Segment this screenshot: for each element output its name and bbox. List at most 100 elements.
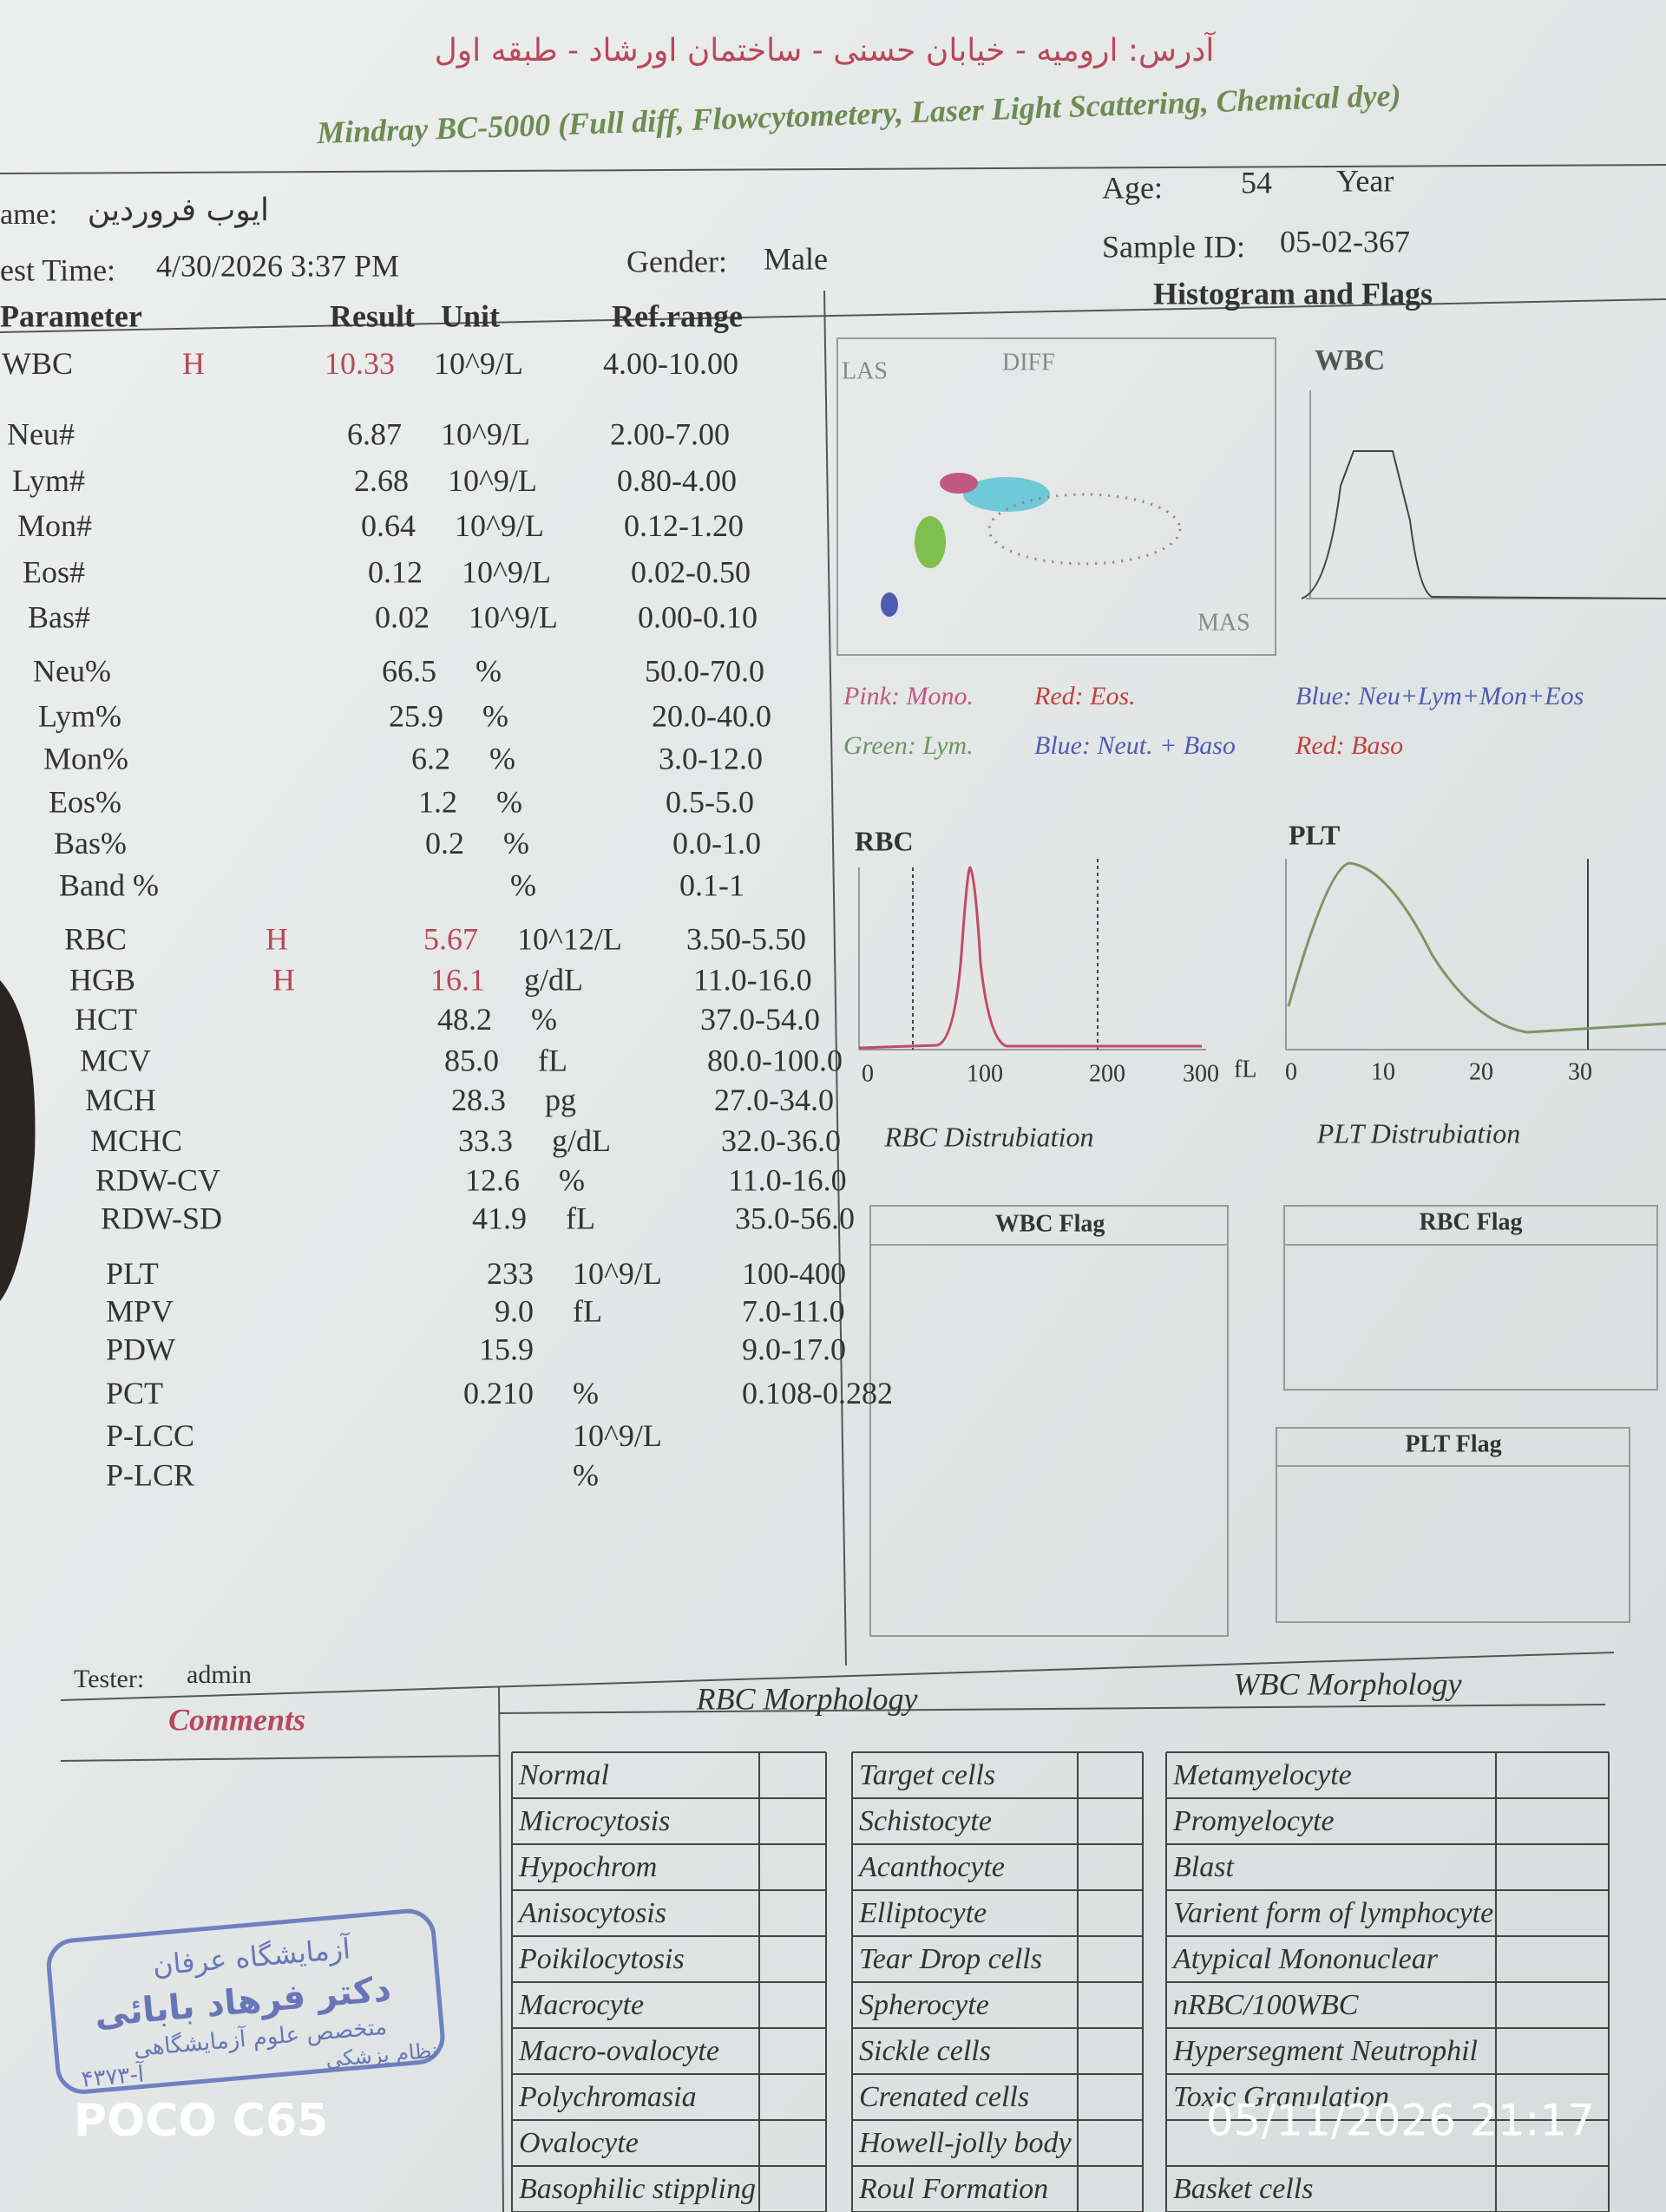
result: 16.1 — [430, 963, 485, 998]
unit: 10^9/L — [573, 1418, 662, 1453]
flag: H — [266, 921, 288, 956]
parameter: Bas% — [54, 826, 127, 861]
label: Age: — [1102, 170, 1163, 205]
morphology-item: Hypersegment Neutrophil — [1172, 2035, 1478, 2067]
unit: % — [482, 699, 508, 734]
rule — [0, 164, 1666, 174]
result: 9.0 — [495, 1294, 534, 1329]
morphology-item: Anisocytosis — [517, 1897, 666, 1929]
unit: fL — [538, 1043, 567, 1077]
plt-curve — [1287, 861, 1666, 1034]
ref-range: 11.0-16.0 — [728, 1162, 847, 1197]
flag-title: WBC Flag — [995, 1210, 1105, 1237]
legend-text: Red: Eos. — [1033, 682, 1136, 710]
column-header: Result — [330, 298, 415, 333]
ref-range: 0.12-1.20 — [624, 508, 744, 543]
column-header: Parameter — [0, 298, 142, 333]
sample-id: 05-02-367 — [1280, 224, 1410, 259]
cluster — [940, 473, 978, 494]
label: Sample ID: — [1102, 229, 1245, 264]
flag-box — [1276, 1427, 1630, 1623]
label: est Time: — [0, 252, 115, 287]
morphology-item: Roul Formation — [858, 2173, 1048, 2205]
result: 0.64 — [361, 508, 416, 543]
result: 0.2 — [425, 826, 464, 861]
parameter: Eos% — [49, 785, 121, 820]
result: 33.3 — [458, 1123, 513, 1158]
tick-label: 30 — [1568, 1058, 1592, 1085]
result: 0.210 — [463, 1376, 534, 1410]
flag-title: PLT Flag — [1405, 1430, 1501, 1457]
parameter: Mon# — [17, 508, 92, 543]
watermark: POCO C65 — [74, 2095, 328, 2147]
patient-name: ایوب فروردین — [88, 193, 269, 228]
legend-text: Red: Baso — [1295, 731, 1403, 760]
rule — [498, 1704, 1606, 1714]
rule — [0, 298, 1666, 333]
unit: pg — [545, 1083, 576, 1117]
morphology-item: Target cells — [859, 1759, 995, 1791]
plot-title: WBC — [1315, 344, 1385, 376]
unit: 10^9/L — [573, 1256, 662, 1291]
parameter: MCH — [85, 1083, 156, 1117]
ref-range: 35.0-56.0 — [735, 1201, 855, 1235]
unit: 10^9/L — [434, 346, 523, 381]
morphology-item: Schistocyte — [859, 1805, 992, 1837]
stamp-text: ۴۳۷۳-آ — [80, 2059, 147, 2092]
morphology-item: Varient form of lymphocyte — [1173, 1897, 1493, 1929]
unit: % — [510, 868, 536, 903]
ref-range: 32.0-36.0 — [721, 1123, 841, 1158]
unit: fL — [573, 1294, 602, 1329]
morphology-item: Ovalocyte — [519, 2127, 639, 2159]
parameter: RBC — [64, 921, 127, 956]
parameter: Band % — [59, 868, 159, 903]
result: 15.9 — [479, 1332, 534, 1367]
morphology-item: Macrocyte — [518, 1989, 644, 2021]
section-title: RBC Morphology — [696, 1681, 918, 1716]
result: 28.3 — [451, 1083, 506, 1117]
parameter: Lym% — [38, 699, 121, 734]
morphology-grid — [511, 1751, 1610, 2212]
unit: % — [476, 653, 502, 688]
morphology-item: Howell-jolly body — [858, 2127, 1072, 2159]
morphology-item: Toxic Granulation — [1173, 2081, 1389, 2113]
unit: 10^9/L — [469, 600, 558, 635]
tick-label: 20 — [1469, 1058, 1493, 1085]
morphology-item: nRBC/100WBC — [1173, 1989, 1359, 2021]
parameter: MCHC — [90, 1123, 182, 1158]
morphology-item: Elliptocyte — [858, 1897, 987, 1929]
ref-range: 0.1-1 — [679, 868, 744, 903]
ref-range: 37.0-54.0 — [700, 1002, 820, 1037]
section-title: WBC Morphology — [1234, 1666, 1462, 1701]
parameter: Eos# — [23, 555, 85, 590]
plots — [836, 337, 1666, 1637]
result: 12.6 — [465, 1162, 520, 1197]
flag: H — [272, 963, 295, 998]
tick-label: 200 — [1089, 1060, 1125, 1087]
rule — [60, 1652, 1615, 1701]
parameter: Neu# — [7, 416, 75, 451]
parameter: HGB — [69, 963, 135, 998]
morphology-item: Crenated cells — [859, 2081, 1029, 2113]
divider — [498, 1686, 504, 2212]
morphology-item: Spherocyte — [859, 1989, 989, 2021]
unit: % — [573, 1376, 599, 1410]
axis-label: LAS — [842, 357, 888, 384]
flag: H — [182, 346, 205, 381]
unit: % — [496, 785, 522, 820]
comments: Comments — [168, 1702, 305, 1737]
morphology-item: Poikilocytosis — [518, 1943, 685, 1975]
legend-text: Blue: Neu+Lym+Mon+Eos — [1295, 682, 1584, 710]
morphology-item: Hypochrom — [518, 1851, 657, 1883]
result: 6.87 — [347, 416, 402, 451]
rule — [60, 1755, 500, 1762]
result: 2.68 — [354, 463, 409, 498]
watermark: 05/11/2026 21:17 — [1206, 2096, 1595, 2146]
ref-range: 20.0-40.0 — [652, 699, 771, 734]
scatter-box — [836, 337, 1276, 656]
parameter: PLT — [106, 1256, 159, 1291]
plot-title: RBC — [855, 825, 914, 856]
rbc-curve — [858, 866, 1202, 1050]
